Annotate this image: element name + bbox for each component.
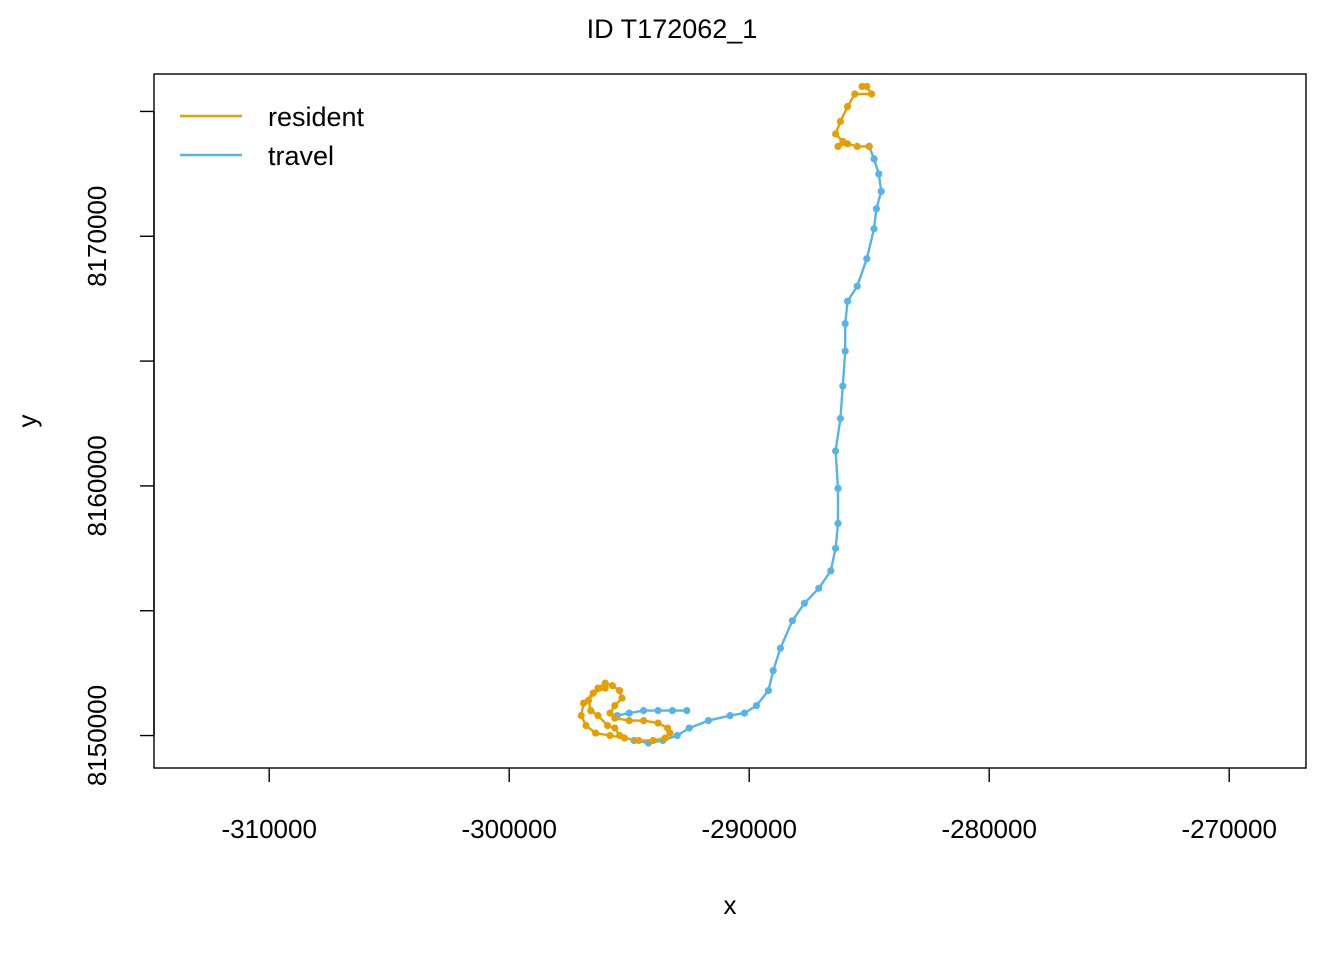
resident-point: [640, 717, 648, 725]
x-tick-label: -290000: [701, 814, 796, 844]
travel-point: [683, 707, 691, 715]
travel-point: [673, 731, 681, 740]
resident-point: [606, 709, 614, 717]
travel-point: [769, 667, 777, 675]
chart-title: ID T172062_1: [587, 14, 758, 44]
resident-point: [608, 682, 617, 690]
travel-point: [870, 155, 878, 163]
travel-point: [704, 717, 713, 725]
travel-point: [764, 687, 773, 695]
travel-point: [834, 484, 842, 492]
resident-point: [594, 684, 602, 692]
travel-point: [752, 702, 761, 710]
resident-point: [580, 699, 588, 707]
plot-area: [577, 82, 885, 747]
travel-point: [788, 617, 797, 625]
resident-point: [836, 117, 845, 125]
resident-point: [844, 102, 852, 111]
travel-point: [625, 709, 633, 717]
resident-point: [589, 689, 597, 697]
resident-point: [616, 687, 624, 695]
legend-label-travel: travel: [268, 141, 334, 171]
travel-point: [875, 170, 883, 178]
travel-point: [863, 255, 871, 263]
resident-point: [666, 729, 674, 737]
resident-point: [649, 736, 657, 745]
resident-point: [582, 722, 590, 730]
resident-point: [604, 722, 612, 730]
travel-point: [841, 347, 849, 355]
travel-point: [800, 599, 809, 607]
resident-point: [594, 712, 602, 720]
y-axis-title: y: [12, 415, 42, 428]
travel-point: [836, 414, 845, 423]
resident-point: [853, 142, 861, 150]
resident-point: [863, 82, 871, 91]
resident-point: [635, 736, 643, 745]
travel-point: [740, 709, 749, 717]
y-axis: 8150000 8160000 8170000: [82, 110, 155, 786]
resident-point: [654, 719, 662, 727]
x-tick-label: -280000: [941, 814, 1036, 844]
legend-label-resident: resident: [268, 102, 365, 132]
resident-point: [611, 724, 619, 732]
travel-point: [853, 282, 861, 290]
resident-point: [625, 717, 633, 725]
resident-point: [611, 714, 619, 722]
y-tick-label: 8170000: [82, 186, 112, 287]
resident-point: [587, 707, 595, 715]
resident-point: [577, 712, 585, 720]
x-tick-label: -300000: [461, 814, 556, 844]
travel-point: [834, 519, 842, 528]
resident-point: [844, 140, 852, 148]
y-tick-label: 8160000: [82, 435, 112, 536]
series-resident: [577, 82, 876, 745]
travel-point: [870, 225, 878, 233]
travel-point: [640, 707, 648, 715]
resident-point: [618, 694, 626, 702]
resident-point: [606, 731, 614, 740]
resident-point: [601, 679, 609, 687]
travel-point: [815, 584, 823, 592]
resident-point: [851, 90, 859, 98]
travel-point: [844, 297, 852, 305]
plot-frame: [153, 73, 1307, 769]
resident-point: [865, 142, 873, 150]
resident-point: [661, 734, 669, 742]
x-tick-label: -310000: [221, 814, 316, 844]
travel-point: [841, 320, 849, 328]
series-travel: [613, 142, 885, 747]
resident-point: [832, 130, 840, 138]
travel-point: [832, 544, 840, 552]
y-tick-label: 8150000: [82, 685, 112, 786]
resident-point: [611, 702, 619, 710]
resident-point: [601, 684, 609, 692]
travel-point: [839, 382, 847, 390]
travel-point: [832, 447, 840, 455]
travel-point: [726, 712, 734, 720]
travel-point: [872, 205, 881, 213]
travel-point: [827, 567, 835, 575]
x-axis: -310000 -300000 -290000 -280000 -270000: [221, 768, 1277, 844]
resident-point: [834, 142, 842, 150]
travel-line: [633, 145, 883, 745]
legend: resident travel: [180, 102, 365, 171]
x-tick-label: -270000: [1181, 814, 1276, 844]
travel-point: [654, 707, 662, 715]
travel-point: [776, 644, 785, 652]
resident-point: [620, 734, 629, 742]
travel-point: [877, 187, 885, 195]
x-axis-title: x: [724, 890, 737, 920]
travel-point: [685, 724, 693, 732]
resident-point: [868, 90, 876, 98]
resident-point: [592, 729, 600, 737]
travel-point: [668, 707, 677, 715]
